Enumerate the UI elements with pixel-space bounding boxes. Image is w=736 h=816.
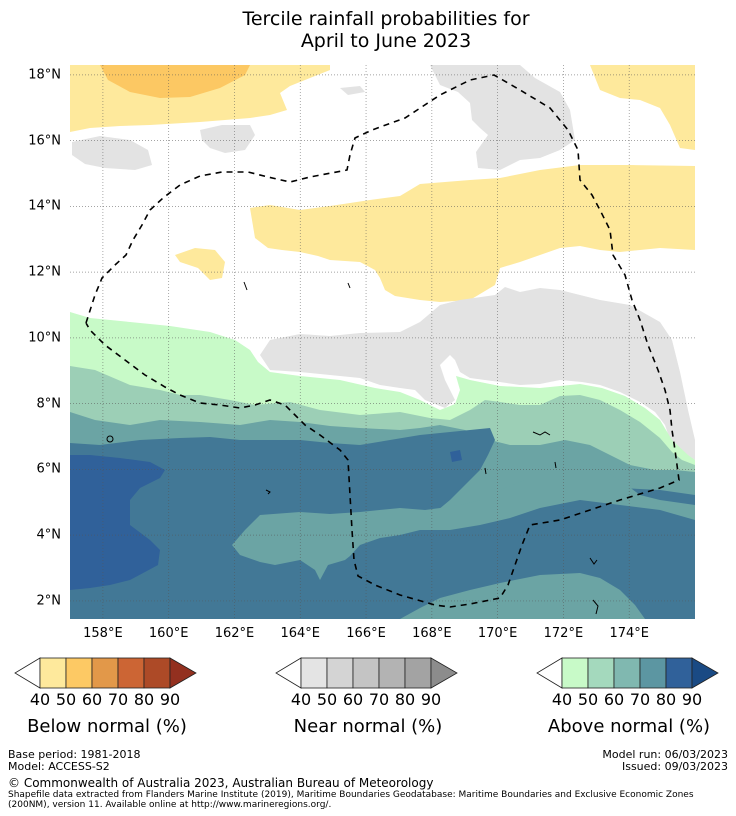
colorbar-swatch (39, 657, 67, 689)
x-tick-label: 170°E (477, 626, 518, 641)
y-tick-label: 2°N (36, 593, 62, 609)
colorbar-tick-label: 80 (655, 690, 677, 709)
region-above-80-90-west (70, 455, 165, 590)
colorbar-swatch (300, 657, 328, 689)
y-tick-label: 8°N (36, 396, 62, 412)
island (592, 599, 599, 615)
colorbar-tick-label: 50 (316, 690, 338, 709)
region-below-40-50-north (70, 65, 695, 150)
model-name: Model: ACCESS-S2 (8, 760, 110, 773)
colorbar-tick-label: 60 (603, 690, 625, 709)
y-tick-label: 16°N (28, 133, 61, 149)
island (106, 435, 114, 443)
base-period: Base period: 1981-2018 (8, 748, 141, 761)
region-above-60-70-south (400, 573, 645, 619)
colorbar-tick-label: 50 (55, 690, 77, 709)
title-line-1: Tercile rainfall probabilities for (242, 8, 530, 30)
island (554, 461, 557, 469)
colorbar-tick-label: 70 (629, 690, 651, 709)
colorbar-swatch (404, 657, 432, 689)
colorbar-swatch (613, 657, 641, 689)
colorbar-extend-low (536, 657, 563, 689)
y-tick-label: 10°N (28, 330, 61, 346)
colorbar-extend-high (430, 657, 458, 689)
colorbar-tick-label: 40 (551, 690, 573, 709)
map-fill-layer (70, 65, 695, 619)
region-near-40-50-ne (430, 65, 575, 170)
model-run-date: Model run: 06/03/2023 (602, 748, 728, 761)
colorbar-tick-label: 90 (159, 690, 181, 709)
island (347, 282, 351, 289)
colorbar-swatch (65, 657, 93, 689)
title-line-2: April to June 2023 (300, 30, 472, 52)
island (589, 557, 598, 565)
colorbar-swatch (587, 657, 615, 689)
colorbar-tick-label: 60 (342, 690, 364, 709)
eez-boundary-dashed (85, 74, 680, 608)
y-tick-label: 4°N (36, 527, 62, 543)
colorbar-tick-label: 70 (107, 690, 129, 709)
colorbar-swatch (326, 657, 354, 689)
island (532, 431, 551, 436)
region-near-40-50-nw (72, 136, 152, 170)
colorbar-near-swatches (275, 657, 458, 689)
colorbar-extend-low (14, 657, 41, 689)
y-tick-label: 14°N (28, 198, 61, 214)
x-tick-label: 158°E (83, 626, 123, 641)
colorbar-extend-low (275, 657, 302, 689)
colorbar-tick-label: 90 (681, 690, 703, 709)
region-above-60-70-central (232, 460, 695, 580)
y-tick-label: 18°N (28, 67, 61, 83)
colorbar-below-label: Below normal (%) (27, 716, 187, 737)
colorbar-near-label: Near normal (%) (293, 716, 443, 737)
x-tick-label: 174°E (609, 626, 649, 641)
x-tick-label: 164°E (280, 626, 321, 641)
x-tick-label: 166°E (346, 626, 386, 641)
island (484, 467, 487, 475)
colorbar-tick-label: 60 (81, 690, 103, 709)
colorbar-swatch (639, 657, 667, 689)
shapefile-note-line-2: (200NM), version 11. Available online at… (8, 800, 332, 810)
y-tick-label: 12°N (28, 264, 61, 280)
region-near-40-50-small (340, 86, 365, 95)
colorbar-tick-label: 40 (290, 690, 312, 709)
region-below-40-50-west (175, 248, 225, 280)
colorbar-below-swatches (14, 657, 197, 689)
colorbar-extend-high (169, 657, 197, 689)
colorbar-swatch (117, 657, 145, 689)
colorbar-extend-high (691, 657, 719, 689)
forecast-map (70, 65, 695, 619)
copyright: © Commonwealth of Australia 2023, Austra… (8, 776, 434, 790)
chart-title: Tercile rainfall probabilities for April… (0, 8, 736, 52)
colorbar-tick-label: 90 (420, 690, 442, 709)
colorbar-swatch (665, 657, 693, 689)
colorbar-swatch (378, 657, 406, 689)
x-tick-label: 172°E (543, 626, 584, 641)
y-tick-label: 6°N (36, 461, 62, 477)
colorbar-above-label: Above normal (%) (547, 716, 711, 737)
colorbar-swatch (352, 657, 380, 689)
issued-date: Issued: 09/03/2023 (621, 760, 728, 773)
colorbar-tick-label: 80 (394, 690, 416, 709)
colorbar-swatch (143, 657, 171, 689)
colorbar-tick-label: 80 (133, 690, 155, 709)
region-above-80-90-small (450, 450, 462, 462)
region-near-40-50-central (260, 287, 695, 460)
x-tick-label: 160°E (148, 626, 189, 641)
colorbar-tick-label: 50 (577, 690, 599, 709)
colorbar-swatch (91, 657, 119, 689)
colorbar-above-swatches (536, 657, 719, 689)
islands (106, 281, 599, 615)
region-below-50-60-north (100, 65, 250, 98)
shapefile-note-line-1: Shapefile data extracted from Flanders M… (8, 790, 694, 800)
island (265, 489, 271, 495)
x-tick-label: 162°E (214, 626, 255, 641)
colorbar-swatch (561, 657, 589, 689)
island (243, 281, 248, 291)
region-below-40-50-central (250, 165, 695, 302)
colorbar-tick-label: 40 (29, 690, 51, 709)
colorbar-tick-label: 70 (368, 690, 390, 709)
x-tick-label: 168°E (412, 626, 452, 641)
region-near-40-50-n (200, 125, 255, 153)
